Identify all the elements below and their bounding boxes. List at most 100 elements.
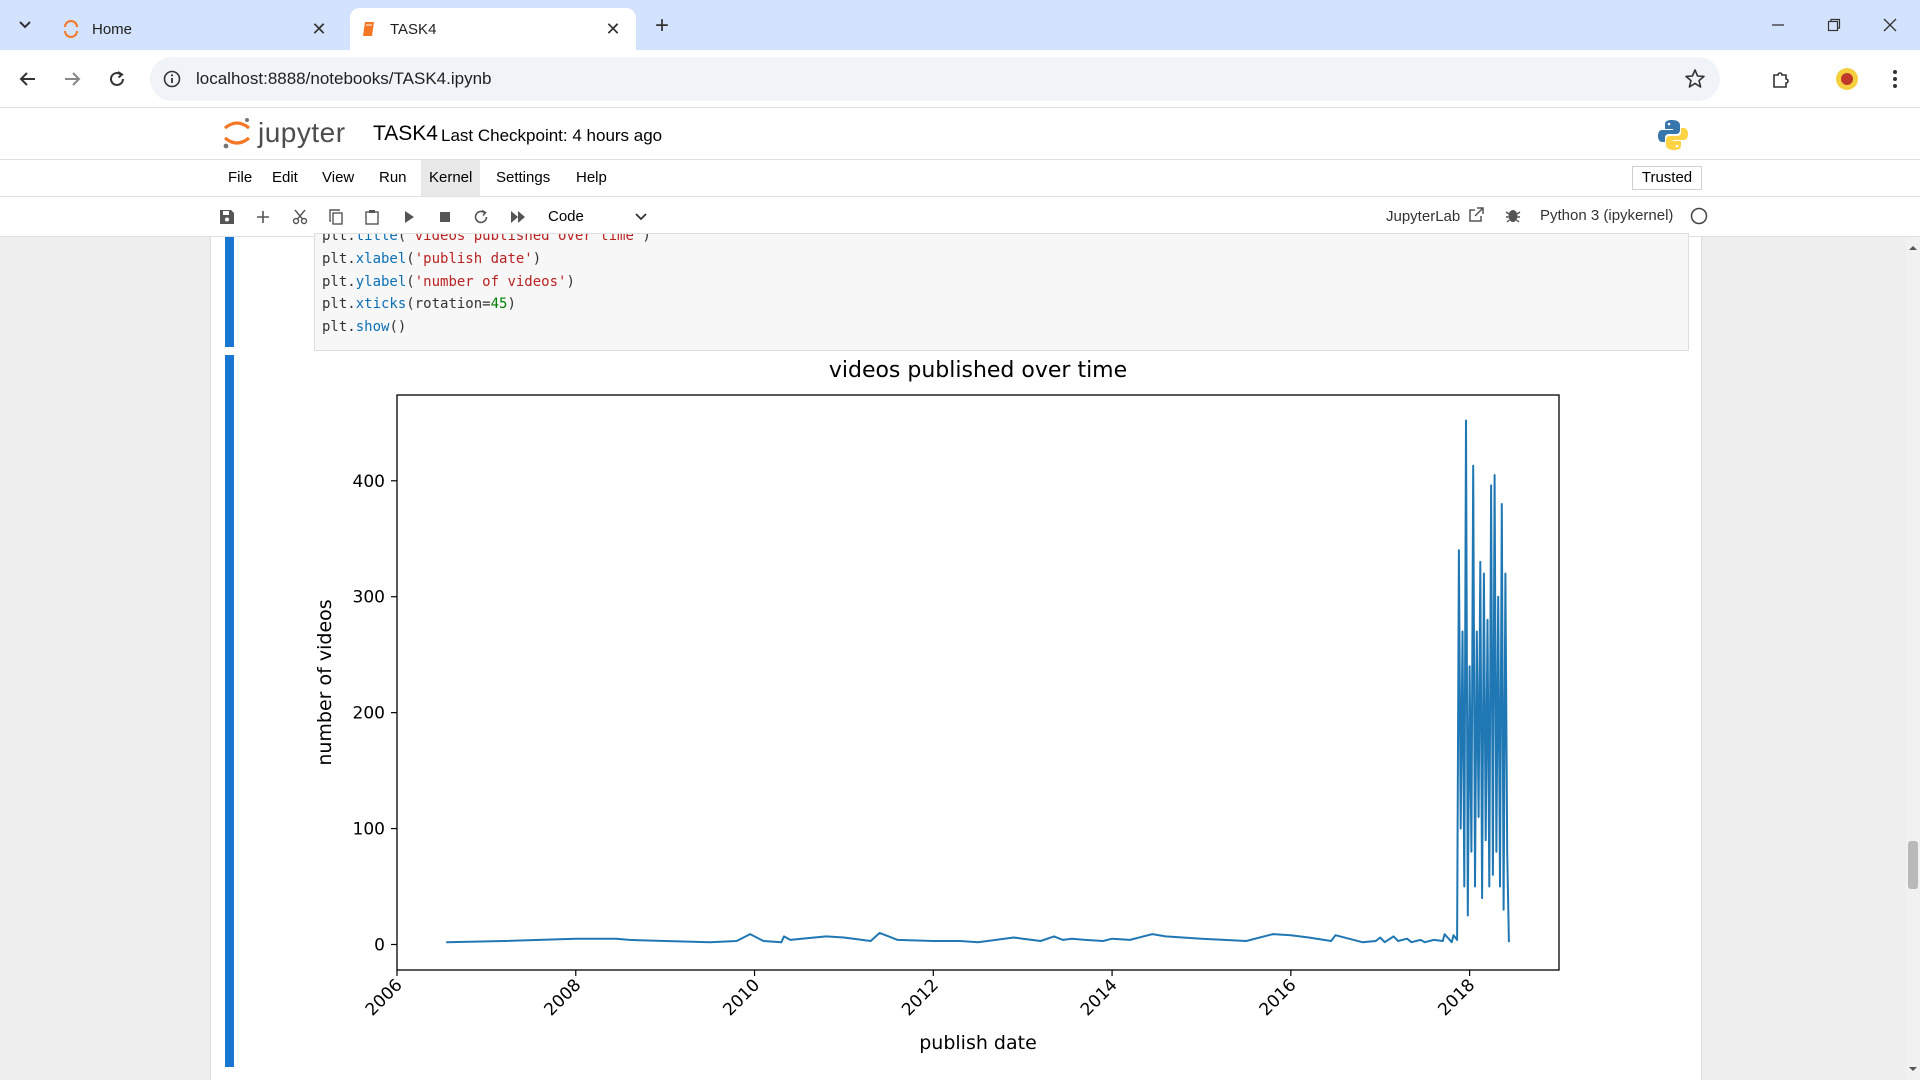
restore-icon	[1827, 18, 1841, 32]
menu-file[interactable]: File	[228, 169, 253, 186]
bookmark-star-icon[interactable]	[1684, 68, 1706, 90]
minimize-icon	[1772, 24, 1784, 26]
menu-settings[interactable]: Settings	[496, 169, 551, 186]
python-logo-icon	[1656, 118, 1690, 157]
menu-help[interactable]: Help	[576, 169, 607, 186]
menu-bar: File Edit View Run Kernel Settings Help …	[0, 160, 1920, 197]
close-icon[interactable]: ✕	[605, 18, 621, 39]
play-icon	[405, 211, 414, 223]
stop-icon	[440, 212, 450, 222]
save-button[interactable]	[215, 205, 239, 229]
x-tick-label: 2018	[1434, 975, 1479, 1020]
avatar-icon	[1836, 68, 1858, 90]
add-icon	[257, 211, 269, 223]
menu-kernel[interactable]: Kernel	[421, 160, 481, 196]
cut-button[interactable]	[288, 205, 312, 229]
tab-task4[interactable]: TASK4 ✕	[350, 8, 636, 50]
cell-type-value: Code	[548, 208, 584, 225]
restore-button[interactable]	[1806, 0, 1862, 50]
jupyter-header: jupyter TASK4 Last Checkpoint: 4 hours a…	[0, 108, 1920, 160]
notebook-toolbar: Code JupyterLab Python 3 (ipykernel)	[0, 197, 1920, 237]
kebab-menu-icon	[1893, 70, 1897, 88]
scroll-up-icon[interactable]	[1906, 241, 1920, 255]
profile-avatar[interactable]	[1832, 64, 1862, 94]
paste-icon	[365, 210, 379, 225]
line-chart: videos published over time 0 100 200 300 400 2…	[314, 358, 1560, 1054]
menu-view[interactable]: View	[322, 169, 355, 186]
tab-title: TASK4	[390, 20, 437, 38]
restart-button[interactable]	[469, 205, 493, 229]
browser-menu-button[interactable]	[1880, 64, 1910, 94]
x-axis-label: publish date	[919, 1032, 1037, 1054]
jupyter-spinner-icon	[62, 20, 80, 38]
y-tick-label: 400	[353, 472, 385, 492]
run-button[interactable]	[397, 205, 421, 229]
jupyter-wordmark: jupyter	[258, 117, 346, 148]
cell-type-select[interactable]: Code	[548, 206, 648, 228]
url-text: localhost:8888/notebooks/TASK4.ipynb	[196, 69, 492, 88]
chevron-down-icon	[19, 21, 31, 29]
external-link-icon	[1469, 207, 1485, 222]
notebook-panel: plt.title('videos published over time') …	[210, 233, 1702, 1080]
cell-selection-bar	[225, 237, 234, 347]
x-tick-label: 2010	[719, 975, 764, 1020]
jupyter-logo[interactable]: jupyter	[222, 116, 346, 150]
new-tab-button[interactable]: +	[654, 12, 669, 39]
y-tick-label: 100	[353, 820, 385, 840]
code-line: plt.ylabel('number of videos')	[322, 274, 575, 290]
scrollbar-thumb[interactable]	[1908, 841, 1918, 889]
scroll-down-icon[interactable]	[1906, 1062, 1920, 1076]
reload-icon	[110, 71, 124, 86]
tab-home[interactable]: Home ✕	[52, 8, 342, 50]
puzzle-icon	[1773, 72, 1789, 88]
tab-title: Home	[92, 20, 133, 38]
scissors-icon	[292, 209, 308, 225]
save-icon	[220, 210, 234, 224]
x-tick-label: 2014	[1077, 975, 1122, 1020]
site-info-icon[interactable]	[162, 69, 182, 89]
menu-run[interactable]: Run	[379, 169, 407, 186]
jupyterlab-link[interactable]: JupyterLab	[1386, 207, 1485, 225]
restart-icon	[474, 209, 488, 224]
extensions-button[interactable]	[1766, 64, 1796, 94]
y-tick-label: 300	[353, 588, 385, 608]
x-tick-label: 2008	[541, 975, 586, 1020]
copy-icon	[329, 209, 343, 225]
plot-frame	[396, 394, 1560, 971]
code-line: plt.show()	[322, 319, 407, 335]
code-cell-input[interactable]: plt.title('videos published over time') …	[314, 233, 1689, 351]
url-bar[interactable]: localhost:8888/notebooks/TASK4.ipynb	[150, 57, 1720, 101]
minimize-button[interactable]	[1750, 0, 1806, 50]
kernel-idle-icon	[1690, 207, 1708, 229]
notebook-scrollbar[interactable]	[1906, 237, 1920, 1080]
chevron-down-icon	[634, 206, 648, 235]
notebook-icon	[360, 20, 378, 38]
interrupt-button[interactable]	[433, 205, 457, 229]
trusted-badge[interactable]: Trusted	[1632, 166, 1702, 190]
code-line: plt.xlabel('publish date')	[322, 251, 542, 267]
kernel-name[interactable]: Python 3 (ipykernel)	[1540, 207, 1674, 224]
close-icon[interactable]: ✕	[311, 18, 327, 39]
paste-button[interactable]	[360, 205, 384, 229]
close-icon	[1883, 18, 1897, 32]
forward-button[interactable]	[56, 63, 88, 95]
output-collapser-bar[interactable]	[225, 355, 234, 1067]
notebook-title[interactable]: TASK4	[373, 122, 438, 145]
insert-cell-button[interactable]	[251, 205, 275, 229]
back-arrow-icon	[19, 72, 35, 86]
notebook-area: plt.title('videos published over time') …	[0, 233, 1906, 1080]
restart-run-all-button[interactable]	[506, 205, 530, 229]
code-line: plt.title('videos published over time')	[322, 233, 651, 244]
back-button[interactable]	[12, 63, 44, 95]
jupyterlab-link-label: JupyterLab	[1386, 208, 1461, 225]
reload-button[interactable]	[101, 63, 133, 95]
tab-search-button[interactable]	[10, 10, 40, 40]
x-tick-label: 2012	[898, 975, 943, 1020]
x-tick-label: 2016	[1256, 975, 1301, 1020]
y-axis-label: number of videos	[314, 599, 336, 765]
menu-edit[interactable]: Edit	[272, 169, 298, 186]
debugger-icon[interactable]	[1505, 206, 1521, 228]
y-tick-label: 200	[353, 704, 385, 724]
copy-button[interactable]	[324, 205, 348, 229]
close-window-button[interactable]	[1862, 0, 1918, 50]
